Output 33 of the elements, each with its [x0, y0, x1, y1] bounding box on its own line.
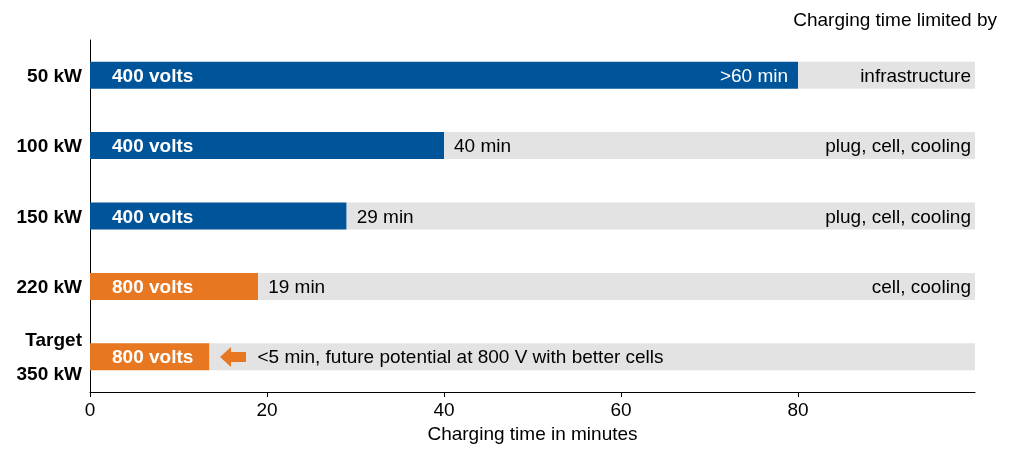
x-axis-title: Charging time in minutes	[427, 422, 638, 444]
y-tick-label: Target 350 kW	[16, 329, 83, 385]
data-label: >60 min	[719, 64, 788, 86]
y-tick-label: 50 kW	[27, 64, 83, 86]
annotation: 400 volts	[112, 135, 194, 157]
annotation: 800 volts	[112, 275, 194, 297]
y-tick-label: 220 kW	[16, 275, 83, 297]
x-tick-label: 0	[84, 399, 96, 420]
annotation: 400 volts	[112, 64, 194, 86]
annotation: 800 volts	[112, 346, 194, 368]
y-tick-label: 100 kW	[16, 135, 83, 157]
text: Charging time limited by	[793, 9, 998, 30]
x-tick-label: 80	[787, 399, 809, 420]
bar	[258, 272, 975, 300]
annotation: plug, cell, cooling	[825, 205, 971, 227]
bar	[90, 202, 347, 230]
x-tick-label: 20	[256, 399, 278, 420]
data-label: 29 min	[356, 205, 414, 227]
annotation: plug, cell, cooling	[825, 135, 971, 157]
bar	[346, 202, 975, 230]
x-tick-label: 40	[433, 399, 455, 420]
x-tick-label: 60	[610, 399, 632, 420]
bar	[90, 132, 444, 160]
annotation: <5 min, future potential at 800 V with better cells	[257, 346, 664, 368]
annotation: cell, cooling	[871, 275, 971, 297]
annotation: infrastructure	[860, 64, 971, 86]
bar	[209, 343, 975, 371]
annotation: 400 volts	[112, 205, 194, 227]
bar	[90, 61, 798, 89]
bar	[444, 132, 975, 160]
y-tick-label: 150 kW	[16, 205, 83, 227]
data-label: 40 min	[454, 135, 512, 157]
data-label: 19 min	[268, 275, 326, 297]
